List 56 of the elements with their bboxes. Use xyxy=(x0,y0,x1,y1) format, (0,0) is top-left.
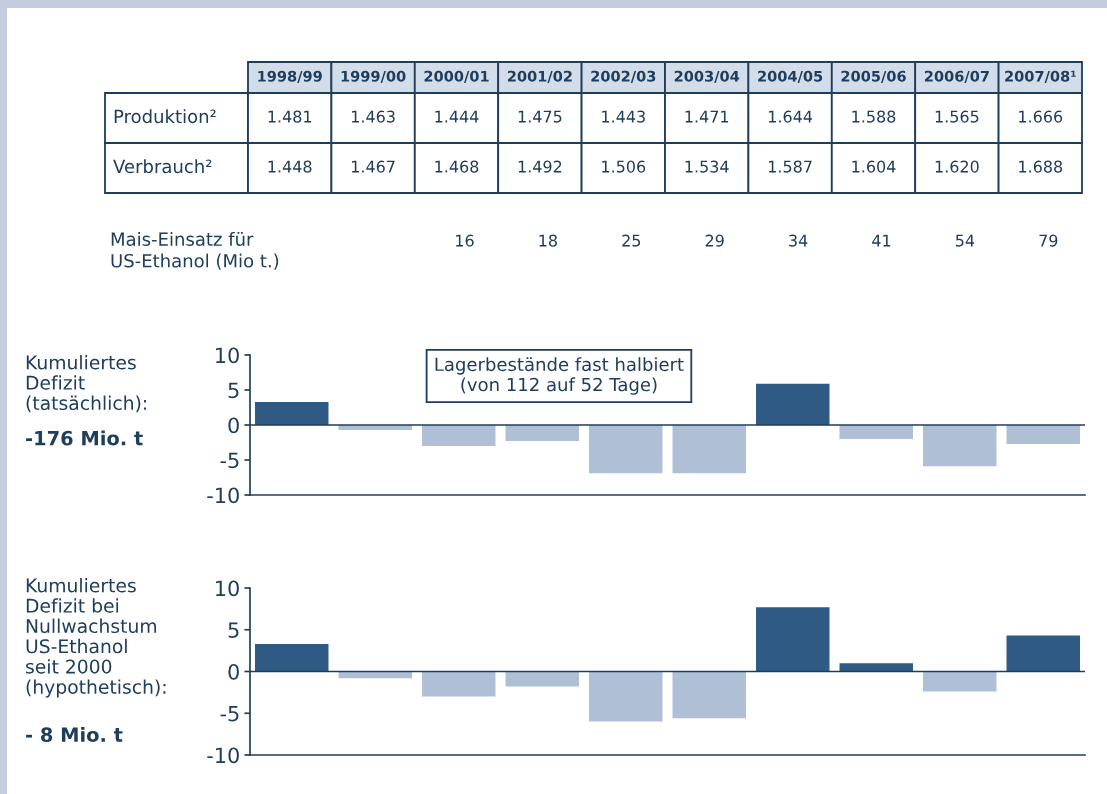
category-label: 2002/03 xyxy=(591,70,656,83)
data-label: 1.644 xyxy=(768,110,813,123)
y-tick-label: 5 xyxy=(228,382,239,399)
data-label: 1.467 xyxy=(351,160,395,173)
data-label: 29 xyxy=(705,234,724,247)
data-label: 1.565 xyxy=(935,110,979,123)
data-label: 18 xyxy=(539,234,557,247)
data-label: 1.448 xyxy=(268,160,312,173)
data-label: 1.492 xyxy=(518,160,562,173)
y-axis-title: Kumuliertes Defizit (tatsächlich): xyxy=(26,355,147,413)
y-tick-label: 0 xyxy=(228,663,239,680)
data-label: 41 xyxy=(872,234,891,247)
text: - 8 Mio. t xyxy=(26,727,123,743)
data-label: 16 xyxy=(456,234,474,247)
y-tick-label: -10 xyxy=(207,487,239,504)
text: -176 Mio. t xyxy=(26,430,143,446)
category-label: 2001/02 xyxy=(507,70,572,83)
data-label: 79 xyxy=(1039,234,1058,247)
data-label: 1.506 xyxy=(602,160,646,173)
category-label: 2005/06 xyxy=(841,70,906,83)
category-label: 1999/00 xyxy=(341,70,406,83)
y-tick-label: 0 xyxy=(228,417,239,434)
annotation: Lagerbestände fast halbiert (von 112 auf 52 Tage) xyxy=(435,357,684,395)
category-label: 2006/07 xyxy=(924,70,989,83)
data-label: 1.475 xyxy=(518,110,562,123)
data-label: 1.444 xyxy=(435,110,479,123)
y-tick-label: 10 xyxy=(216,580,239,597)
data-label: 1.604 xyxy=(852,160,896,173)
data-label: 1.688 xyxy=(1019,160,1063,173)
data-label: 25 xyxy=(622,234,641,247)
y-tick-label: 5 xyxy=(228,622,239,638)
category-label: 2007/08¹ xyxy=(1005,70,1076,83)
category-label: 2003/04 xyxy=(674,70,740,83)
y-tick-label: -10 xyxy=(207,747,239,764)
category-label: 1998/99 xyxy=(258,70,322,83)
series-label: Produktion² xyxy=(114,109,216,124)
data-label: 1.620 xyxy=(935,160,979,173)
data-label: 1.443 xyxy=(602,110,645,123)
data-label: 1.588 xyxy=(852,110,896,123)
data-label: 1.463 xyxy=(351,110,395,123)
data-label: 1.666 xyxy=(1019,110,1063,123)
y-tick-label: -5 xyxy=(220,705,239,722)
y-tick-label: -5 xyxy=(220,452,239,469)
text: Mais-Einsatz für US-Ethanol (Mio t.) xyxy=(111,232,279,270)
data-label: 1.587 xyxy=(768,160,812,173)
data-label: 1.471 xyxy=(685,110,729,123)
data-label: 1.481 xyxy=(268,110,312,123)
category-label: 2000/01 xyxy=(424,70,489,83)
category-label: 2004/05 xyxy=(758,70,823,83)
data-label: 34 xyxy=(789,234,808,247)
y-axis-title: Kumuliertes Defizit bei Nullwachstum US-Ethanol seit 2000 (hypothetisch): xyxy=(26,578,166,698)
text: Verbrauch² xyxy=(113,159,212,174)
data-label: 54 xyxy=(955,234,975,247)
data-label: 1.468 xyxy=(435,160,479,173)
data-label: 1.534 xyxy=(685,160,729,173)
y-tick-label: 10 xyxy=(216,347,239,364)
